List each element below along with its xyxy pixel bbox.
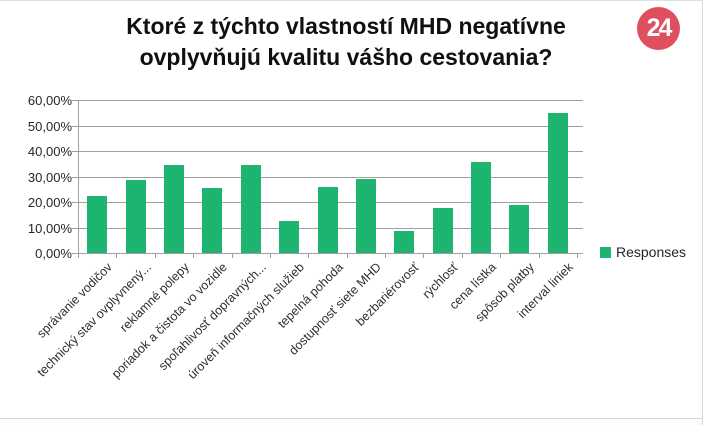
x-axis-tick	[308, 253, 310, 258]
y-axis-tick-label: 0,00%	[35, 246, 72, 261]
y-axis-tick-label: 20,00%	[27, 195, 72, 210]
y-axis-tick-right	[577, 151, 583, 152]
y-axis-tick	[72, 100, 78, 101]
bar	[394, 231, 415, 253]
bar	[355, 179, 376, 253]
x-axis-tick	[154, 253, 156, 258]
bar	[202, 187, 223, 253]
y-axis-tick-label: 50,00%	[27, 118, 72, 134]
chart-title-line-1: Ktoré z týchto vlastností MHD negatívne	[126, 13, 566, 39]
x-axis-tick	[385, 253, 387, 258]
y-axis-tick-label: 10,00%	[27, 220, 72, 236]
bar	[547, 112, 568, 253]
y-axis-tick	[72, 227, 78, 229]
bar	[317, 186, 338, 253]
bar	[471, 162, 492, 253]
gridline	[78, 176, 577, 178]
y-axis-tick-right	[577, 227, 583, 229]
legend-swatch-icon	[600, 246, 611, 258]
bar	[163, 165, 184, 253]
gridline	[78, 125, 577, 127]
y-axis-line	[78, 100, 79, 253]
x-axis-tick	[346, 253, 348, 258]
card-bottom-strip	[0, 419, 702, 425]
bar	[509, 204, 530, 253]
y-axis-tick-right	[577, 100, 583, 101]
bar	[240, 165, 261, 253]
chart-title: Ktoré z týchto vlastností MHD negatívne …	[40, 11, 652, 73]
y-axis-tick-label: 40,00%	[27, 144, 72, 159]
x-axis-tick	[269, 253, 271, 258]
x-axis-tick	[500, 253, 502, 258]
y-axis-tick	[72, 151, 78, 152]
y-axis-tick-label: 30,00%	[27, 169, 72, 185]
legend-series-label: Responses	[616, 244, 687, 260]
tv-24-logo-text: 24	[646, 14, 673, 42]
chart-legend: Responses	[600, 244, 686, 260]
bar	[125, 180, 146, 253]
x-axis-tick	[116, 253, 118, 258]
bar	[279, 221, 300, 253]
y-axis-tick-label: 60,00%	[27, 93, 72, 108]
tv-24-logo: 24	[637, 7, 680, 50]
y-axis-tick	[72, 253, 78, 254]
y-axis-tick	[72, 125, 78, 127]
x-axis-tick	[538, 253, 540, 258]
gridline	[78, 151, 577, 152]
bar	[432, 208, 453, 253]
bar	[87, 195, 108, 253]
x-axis-tick	[78, 253, 79, 258]
y-axis-tick	[72, 176, 78, 178]
x-axis-tick	[193, 253, 195, 258]
x-axis-tick	[423, 253, 425, 258]
y-axis-tick-right	[577, 202, 583, 203]
x-axis-tick	[461, 253, 463, 258]
gridline	[78, 100, 577, 101]
chart-title-line-2: ovplyvňujú kvalitu vášho cestovania?	[139, 44, 553, 70]
x-axis-tick	[577, 253, 578, 258]
y-axis-tick	[72, 202, 78, 203]
y-axis-tick-right	[577, 125, 583, 127]
x-axis-tick	[231, 253, 233, 258]
y-axis-tick-right	[577, 176, 583, 178]
gridline	[78, 253, 577, 254]
card-bottom-divider	[0, 418, 702, 419]
y-axis-tick-right	[577, 253, 583, 254]
